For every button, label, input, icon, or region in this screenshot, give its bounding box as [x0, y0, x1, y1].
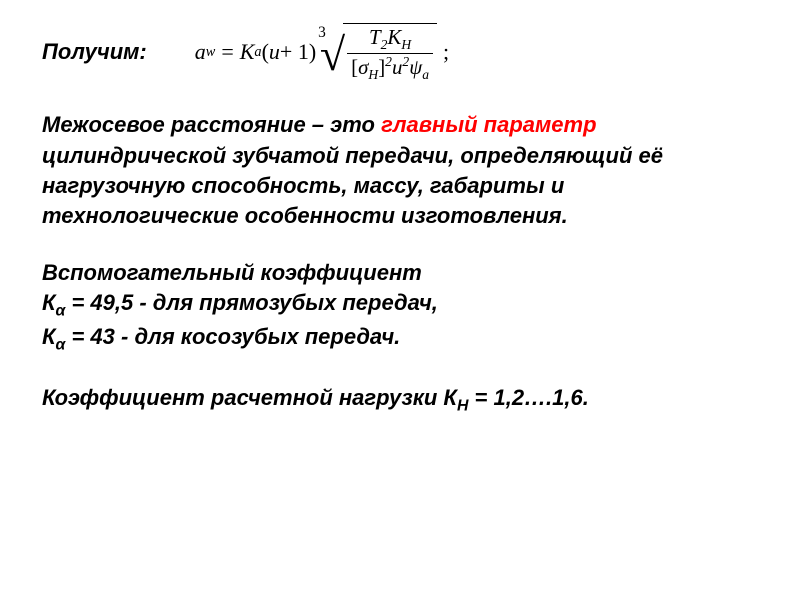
p2-line1: Вспомогательный коэффициент: [42, 260, 422, 285]
paragraph-definition: Межосевое расстояние – это главный парам…: [42, 110, 758, 231]
p1-part-c: цилиндрической зубчатой передачи, опреде…: [42, 143, 663, 229]
p1-highlight: главный параметр: [381, 112, 596, 137]
formula-plus1: + 1: [280, 39, 309, 65]
formula-u: u: [269, 39, 280, 65]
document-page: Получим: aw = Ka (u + 1) 3 √ T2KH: [0, 0, 800, 600]
p2-alpha-2: α: [56, 337, 66, 354]
p2-alpha-1: α: [56, 303, 66, 320]
formula-row: Получим: aw = Ka (u + 1) 3 √ T2KH: [42, 22, 758, 82]
p2-K-2: К: [42, 324, 56, 349]
formula-Ka-K: K: [240, 39, 255, 65]
paragraph-load-coef: Коэффициент расчетной нагрузки КН = 1,2……: [42, 383, 758, 417]
formula-denominator: [σH]2u2ψa: [347, 53, 433, 83]
p3-part-a: Коэффициент расчетной нагрузки К: [42, 385, 457, 410]
p1-part-a: Межосевое расстояние – это: [42, 112, 381, 137]
formula-fraction: T2KH [σH]2u2ψa: [347, 25, 433, 83]
formula-close: ): [309, 39, 316, 65]
p3-sub: Н: [457, 397, 468, 414]
p2-line3: = 43 - для косозубых передач.: [65, 324, 400, 349]
formula-eq: =: [221, 39, 233, 65]
formula-lhs-sub: w: [206, 44, 216, 61]
p2-line2: = 49,5 - для прямозубых передач,: [65, 290, 438, 315]
formula-open: (: [262, 39, 269, 65]
formula-Ka-sub: a: [254, 44, 261, 61]
formula-numerator: T2KH: [347, 25, 433, 53]
paragraph-coefficient: Вспомогательный коэффициент Кα = 49,5 - …: [42, 258, 758, 357]
formula-tail: ;: [443, 39, 449, 65]
formula-root: 3 √ T2KH [σH]2u2ψa: [318, 22, 437, 82]
lead-label: Получим:: [42, 39, 147, 65]
p2-K-1: К: [42, 290, 56, 315]
formula: aw = Ka (u + 1) 3 √ T2KH [σH]2u2ψa: [195, 22, 449, 82]
formula-lhs-var: a: [195, 39, 206, 65]
radical-icon: √: [320, 43, 345, 66]
p3-part-b: = 1,2….1,6.: [468, 385, 588, 410]
